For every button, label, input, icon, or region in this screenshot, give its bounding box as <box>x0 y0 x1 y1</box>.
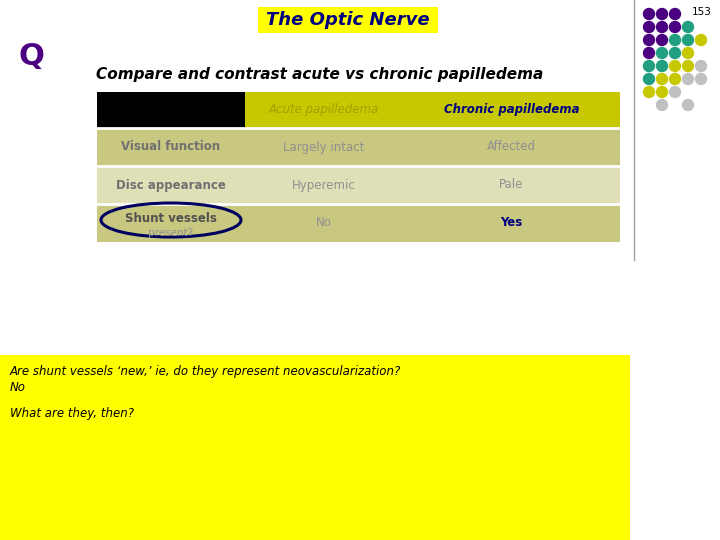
Circle shape <box>657 99 667 111</box>
Circle shape <box>683 22 693 32</box>
Circle shape <box>696 35 706 45</box>
Text: Q: Q <box>18 42 44 71</box>
Text: Chronic papilledema: Chronic papilledema <box>444 104 580 117</box>
FancyBboxPatch shape <box>97 166 620 204</box>
Circle shape <box>670 73 680 84</box>
Text: present?: present? <box>148 228 194 238</box>
Text: Disc appearance: Disc appearance <box>116 179 226 192</box>
Text: No: No <box>10 381 26 394</box>
Circle shape <box>657 48 667 58</box>
Circle shape <box>670 9 680 19</box>
Text: Yes: Yes <box>500 217 523 230</box>
FancyBboxPatch shape <box>258 7 438 33</box>
FancyBboxPatch shape <box>97 92 245 128</box>
Circle shape <box>696 73 706 84</box>
Circle shape <box>670 48 680 58</box>
Circle shape <box>657 73 667 84</box>
Text: 153: 153 <box>692 7 712 17</box>
Circle shape <box>644 86 654 98</box>
Circle shape <box>657 86 667 98</box>
Circle shape <box>657 22 667 32</box>
Circle shape <box>657 35 667 45</box>
Text: Are shunt vessels ‘new,’ ie, do they represent neovascularization?: Are shunt vessels ‘new,’ ie, do they rep… <box>10 365 401 378</box>
Text: Hyperemic: Hyperemic <box>292 179 356 192</box>
Circle shape <box>683 99 693 111</box>
Text: The Optic Nerve: The Optic Nerve <box>266 11 430 29</box>
FancyBboxPatch shape <box>97 204 620 242</box>
Text: Shunt vessels: Shunt vessels <box>125 212 217 225</box>
FancyBboxPatch shape <box>0 355 630 540</box>
Circle shape <box>657 9 667 19</box>
FancyBboxPatch shape <box>245 92 403 128</box>
Circle shape <box>657 60 667 71</box>
Circle shape <box>683 35 693 45</box>
Text: Largely intact: Largely intact <box>283 140 365 153</box>
Circle shape <box>670 60 680 71</box>
FancyBboxPatch shape <box>97 128 620 166</box>
Text: No: No <box>316 217 332 230</box>
Text: Pale: Pale <box>499 179 523 192</box>
Circle shape <box>644 60 654 71</box>
FancyBboxPatch shape <box>403 92 620 128</box>
Circle shape <box>644 73 654 84</box>
Circle shape <box>683 48 693 58</box>
Text: What are they, then?: What are they, then? <box>10 407 134 420</box>
Circle shape <box>644 22 654 32</box>
Circle shape <box>644 9 654 19</box>
Circle shape <box>670 22 680 32</box>
Text: Compare and contrast acute vs chronic papilledema: Compare and contrast acute vs chronic pa… <box>96 68 544 83</box>
Text: Acute papilledema: Acute papilledema <box>269 104 379 117</box>
Circle shape <box>644 48 654 58</box>
Circle shape <box>644 35 654 45</box>
Circle shape <box>696 60 706 71</box>
Circle shape <box>670 35 680 45</box>
Circle shape <box>683 60 693 71</box>
Text: Affected: Affected <box>487 140 536 153</box>
Text: Visual function: Visual function <box>122 140 220 153</box>
Circle shape <box>683 73 693 84</box>
Circle shape <box>670 86 680 98</box>
